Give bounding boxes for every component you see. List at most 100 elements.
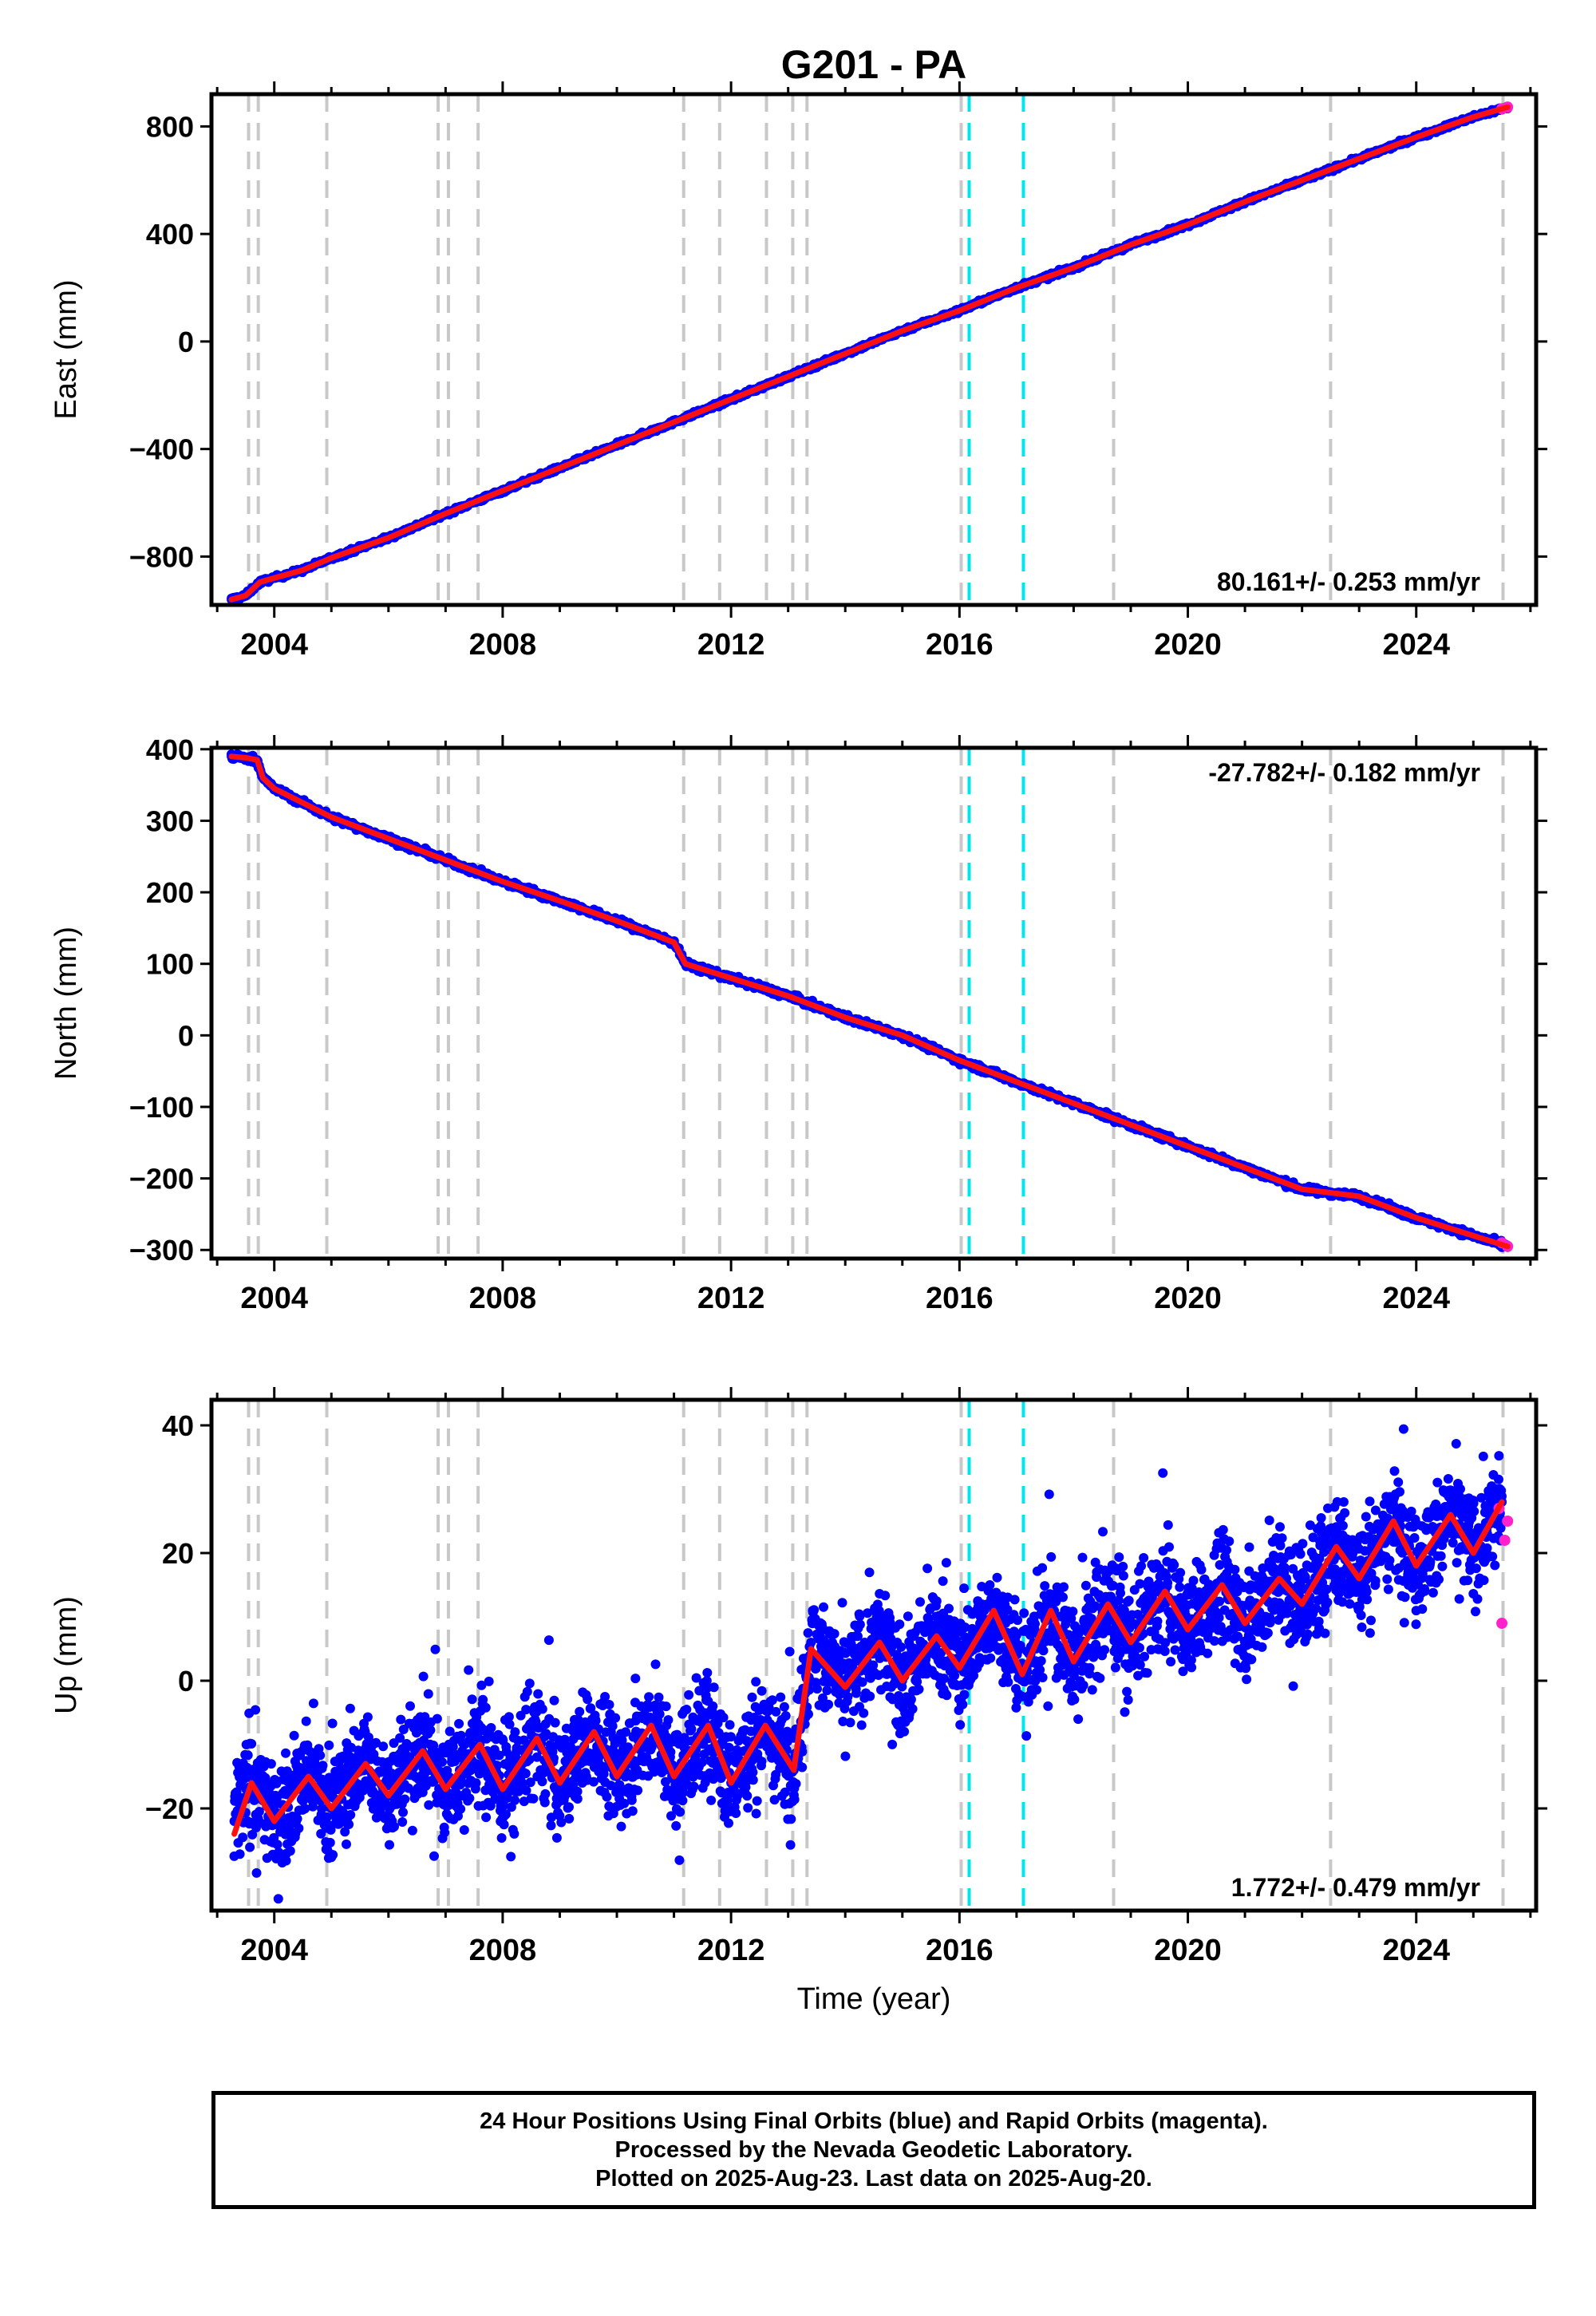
final-orbit-point	[345, 1703, 355, 1713]
x-tick-label: 2004	[240, 628, 308, 662]
final-orbit-point	[540, 1788, 551, 1799]
final-orbit-point	[546, 1812, 556, 1823]
final-orbit-point	[607, 1721, 618, 1731]
final-orbit-point	[243, 1750, 253, 1761]
final-orbit-point	[496, 1833, 507, 1843]
final-orbit-point	[289, 1730, 299, 1741]
final-orbit-point	[425, 1725, 436, 1735]
final-orbit-point	[423, 1689, 433, 1699]
final-orbit-point	[308, 1698, 318, 1709]
x-tick-label: 2012	[697, 1282, 765, 1315]
final-orbit-point	[467, 1694, 477, 1705]
final-orbit-point	[247, 1739, 257, 1749]
final-orbit-point	[509, 1828, 519, 1839]
final-orbit-point	[398, 1725, 409, 1734]
final-orbit-point	[238, 1832, 248, 1843]
x-tick-label: 2020	[1154, 1282, 1222, 1315]
final-orbit-point	[621, 1727, 630, 1737]
final-orbit-point	[437, 1757, 447, 1767]
final-orbit-point	[344, 1820, 354, 1829]
final-orbit-point	[328, 1850, 338, 1860]
final-orbit-point	[504, 1712, 514, 1722]
final-orbit-point	[583, 1694, 593, 1705]
final-orbit-point	[610, 1713, 621, 1723]
chart-title: G201 - PA	[781, 42, 967, 87]
final-orbit-point	[604, 1700, 614, 1709]
rate-annotation: 80.161+/- 0.253 mm/yr	[1217, 567, 1480, 596]
final-orbit-point	[521, 1705, 531, 1715]
final-orbit-point	[400, 1794, 410, 1804]
final-orbit-point	[429, 1851, 439, 1861]
final-orbit-point	[604, 1801, 614, 1812]
final-orbit-point	[586, 1703, 596, 1713]
plot-area	[226, 748, 1514, 1259]
final-orbit-point	[521, 1785, 531, 1796]
model-fit-line	[228, 753, 1511, 1250]
y-tick-label: −400	[129, 433, 194, 466]
final-orbit-points	[226, 749, 1513, 1252]
plot-area	[227, 94, 1514, 605]
y-tick-label: −300	[129, 1234, 194, 1267]
final-orbit-point	[619, 1798, 630, 1808]
final-orbit-point	[531, 1752, 542, 1762]
final-orbit-point	[456, 1804, 466, 1814]
x-tick-label: 2016	[926, 628, 994, 662]
x-tick-label: 2008	[469, 1282, 537, 1315]
final-orbit-point	[504, 1719, 515, 1729]
x-tick-label: 2016	[926, 1282, 994, 1315]
final-orbit-point	[398, 1807, 408, 1817]
final-orbit-point	[285, 1846, 295, 1856]
final-orbit-point	[378, 1741, 389, 1752]
final-orbit-point	[444, 1800, 454, 1810]
final-orbit-point	[476, 1680, 487, 1690]
final-orbit-point	[338, 1753, 349, 1763]
final-orbit-point	[235, 1849, 245, 1860]
final-orbit-point	[616, 1821, 626, 1832]
final-orbit-point	[537, 1777, 547, 1787]
rate-annotation: -27.782+/- 0.182 mm/yr	[1208, 758, 1480, 787]
final-orbit-point	[539, 1797, 550, 1808]
final-orbit-point	[501, 1809, 511, 1820]
final-orbit-point	[528, 1793, 539, 1804]
final-orbit-point	[588, 1777, 598, 1787]
final-orbit-point	[298, 1796, 308, 1806]
final-orbit-point	[524, 1678, 535, 1689]
final-orbit-point	[575, 1706, 585, 1717]
final-orbit-point	[251, 1867, 262, 1878]
x-tick-label: 2008	[469, 628, 537, 662]
final-orbit-point	[327, 1718, 338, 1729]
y-tick-label: 400	[146, 733, 194, 766]
final-orbit-point	[606, 1780, 616, 1791]
final-orbit-point	[484, 1676, 494, 1686]
y-tick-label: 200	[146, 876, 194, 909]
final-orbit-point	[254, 1807, 264, 1816]
final-orbit-point	[522, 1686, 532, 1697]
x-tick-label: 2024	[1382, 628, 1450, 662]
final-orbit-point	[510, 1727, 520, 1737]
x-tick-label: 2020	[1154, 628, 1222, 662]
final-orbit-point	[371, 1737, 381, 1748]
final-orbit-point	[572, 1786, 583, 1796]
final-orbit-point	[502, 1792, 512, 1803]
final-orbit-point	[407, 1825, 417, 1836]
final-orbit-point	[340, 1827, 350, 1837]
final-orbit-point	[564, 1802, 574, 1812]
final-orbit-point	[520, 1769, 531, 1779]
final-orbit-point	[602, 1792, 612, 1802]
final-orbit-point	[510, 1795, 520, 1805]
final-orbit-point	[342, 1839, 351, 1849]
final-orbit-point	[440, 1828, 450, 1838]
y-axis-label: East (mm)	[49, 279, 83, 419]
final-orbit-point	[281, 1748, 290, 1758]
final-orbit-point	[395, 1733, 405, 1743]
y-tick-label: 0	[178, 1019, 194, 1052]
final-orbit-point	[486, 1723, 496, 1733]
final-orbit-point	[499, 1800, 509, 1811]
y-tick-label: −800	[129, 540, 194, 573]
final-orbit-point	[318, 1761, 328, 1771]
final-orbit-point	[346, 1742, 356, 1753]
